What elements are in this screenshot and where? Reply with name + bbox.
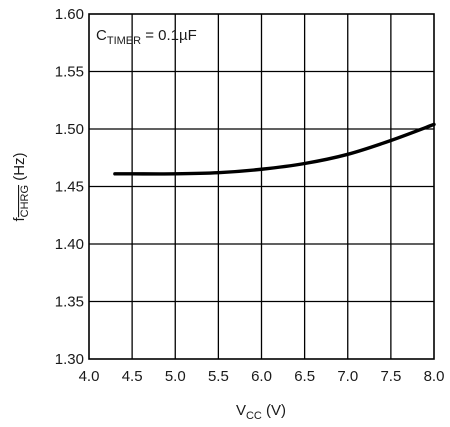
x-tick-label: 6.0	[251, 368, 272, 385]
y-tick-label: 1.55	[55, 64, 84, 81]
plot-frame	[88, 13, 435, 360]
y-tick-label: 1.30	[55, 351, 84, 368]
x-tick-label: 5.5	[208, 368, 229, 385]
y-tick-label: 1.35	[55, 294, 84, 311]
x-tick-label: 8.0	[424, 368, 445, 385]
annotation: CTIMER = 0.1µF	[96, 27, 197, 47]
y-axis-label: fCHRG (Hz)	[11, 152, 31, 221]
x-tick-labels: 4.0 4.5 5.0 5.5 6.0 6.5 7.0 7.5 8.0	[79, 368, 445, 385]
y-tick-label: 1.60	[55, 6, 84, 23]
y-tick-label: 1.40	[55, 236, 84, 253]
x-tick-label: 4.5	[122, 368, 143, 385]
series-line	[113, 122, 436, 176]
y-tick-label: 1.45	[55, 179, 84, 196]
x-tick-label: 7.0	[337, 368, 358, 385]
x-tick-label: 4.0	[79, 368, 100, 385]
y-tick-labels: 1.30 1.35 1.40 1.45 1.50 1.55 1.60	[55, 6, 84, 368]
x-axis-label: VCC (V)	[236, 402, 286, 422]
x-tick-label: 5.0	[165, 368, 186, 385]
gridlines	[89, 14, 434, 359]
x-tick-label: 7.5	[380, 368, 401, 385]
x-tick-label: 6.5	[294, 368, 315, 385]
y-tick-label: 1.50	[55, 121, 84, 138]
